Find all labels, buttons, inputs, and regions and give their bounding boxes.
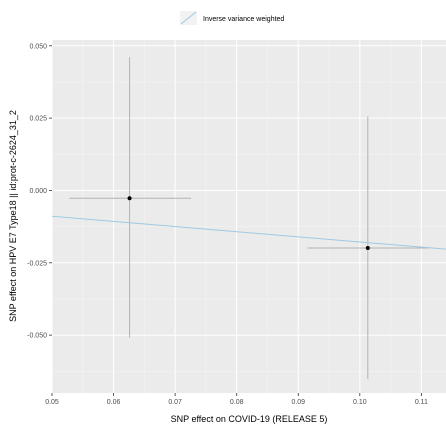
data-point-1 — [127, 196, 132, 201]
y-tick-label: 0.025 — [29, 116, 47, 123]
plot-panel — [52, 40, 446, 393]
x-axis: 0.05 0.06 0.07 0.08 0.09 0.10 0.11 — [45, 393, 428, 406]
x-tick-label: 0.07 — [168, 399, 182, 406]
x-tick-label: 0.06 — [107, 399, 121, 406]
y-axis-title: SNP effect on HPV E7 Type18 || id:prot-c… — [8, 110, 18, 322]
legend-label: Inverse variance weighted — [203, 16, 284, 23]
legend-key-line — [180, 11, 197, 25]
x-tick-label: 0.11 — [415, 399, 428, 406]
y-tick-label: -0.050 — [27, 333, 47, 340]
y-tick-label: -0.025 — [27, 260, 47, 267]
plot-content — [52, 57, 446, 380]
y-tick-label: 0.050 — [29, 43, 47, 50]
x-tick-label: 0.10 — [353, 399, 367, 406]
data-point-2 — [365, 246, 370, 251]
minor-gridlines — [52, 40, 446, 393]
x-axis-title: SNP effect on COVID-19 (RELEASE 5) — [171, 414, 328, 424]
x-tick-label: 0.08 — [230, 399, 244, 406]
legend: Inverse variance weighted — [180, 11, 284, 25]
x-tick-label: 0.09 — [291, 399, 305, 406]
x-tick-label: 0.05 — [45, 399, 59, 406]
y-axis: 0.050 0.025 0.000 -0.025 -0.050 — [27, 43, 52, 340]
ivw-line — [52, 215, 446, 250]
y-tick-label: 0.000 — [29, 188, 47, 195]
